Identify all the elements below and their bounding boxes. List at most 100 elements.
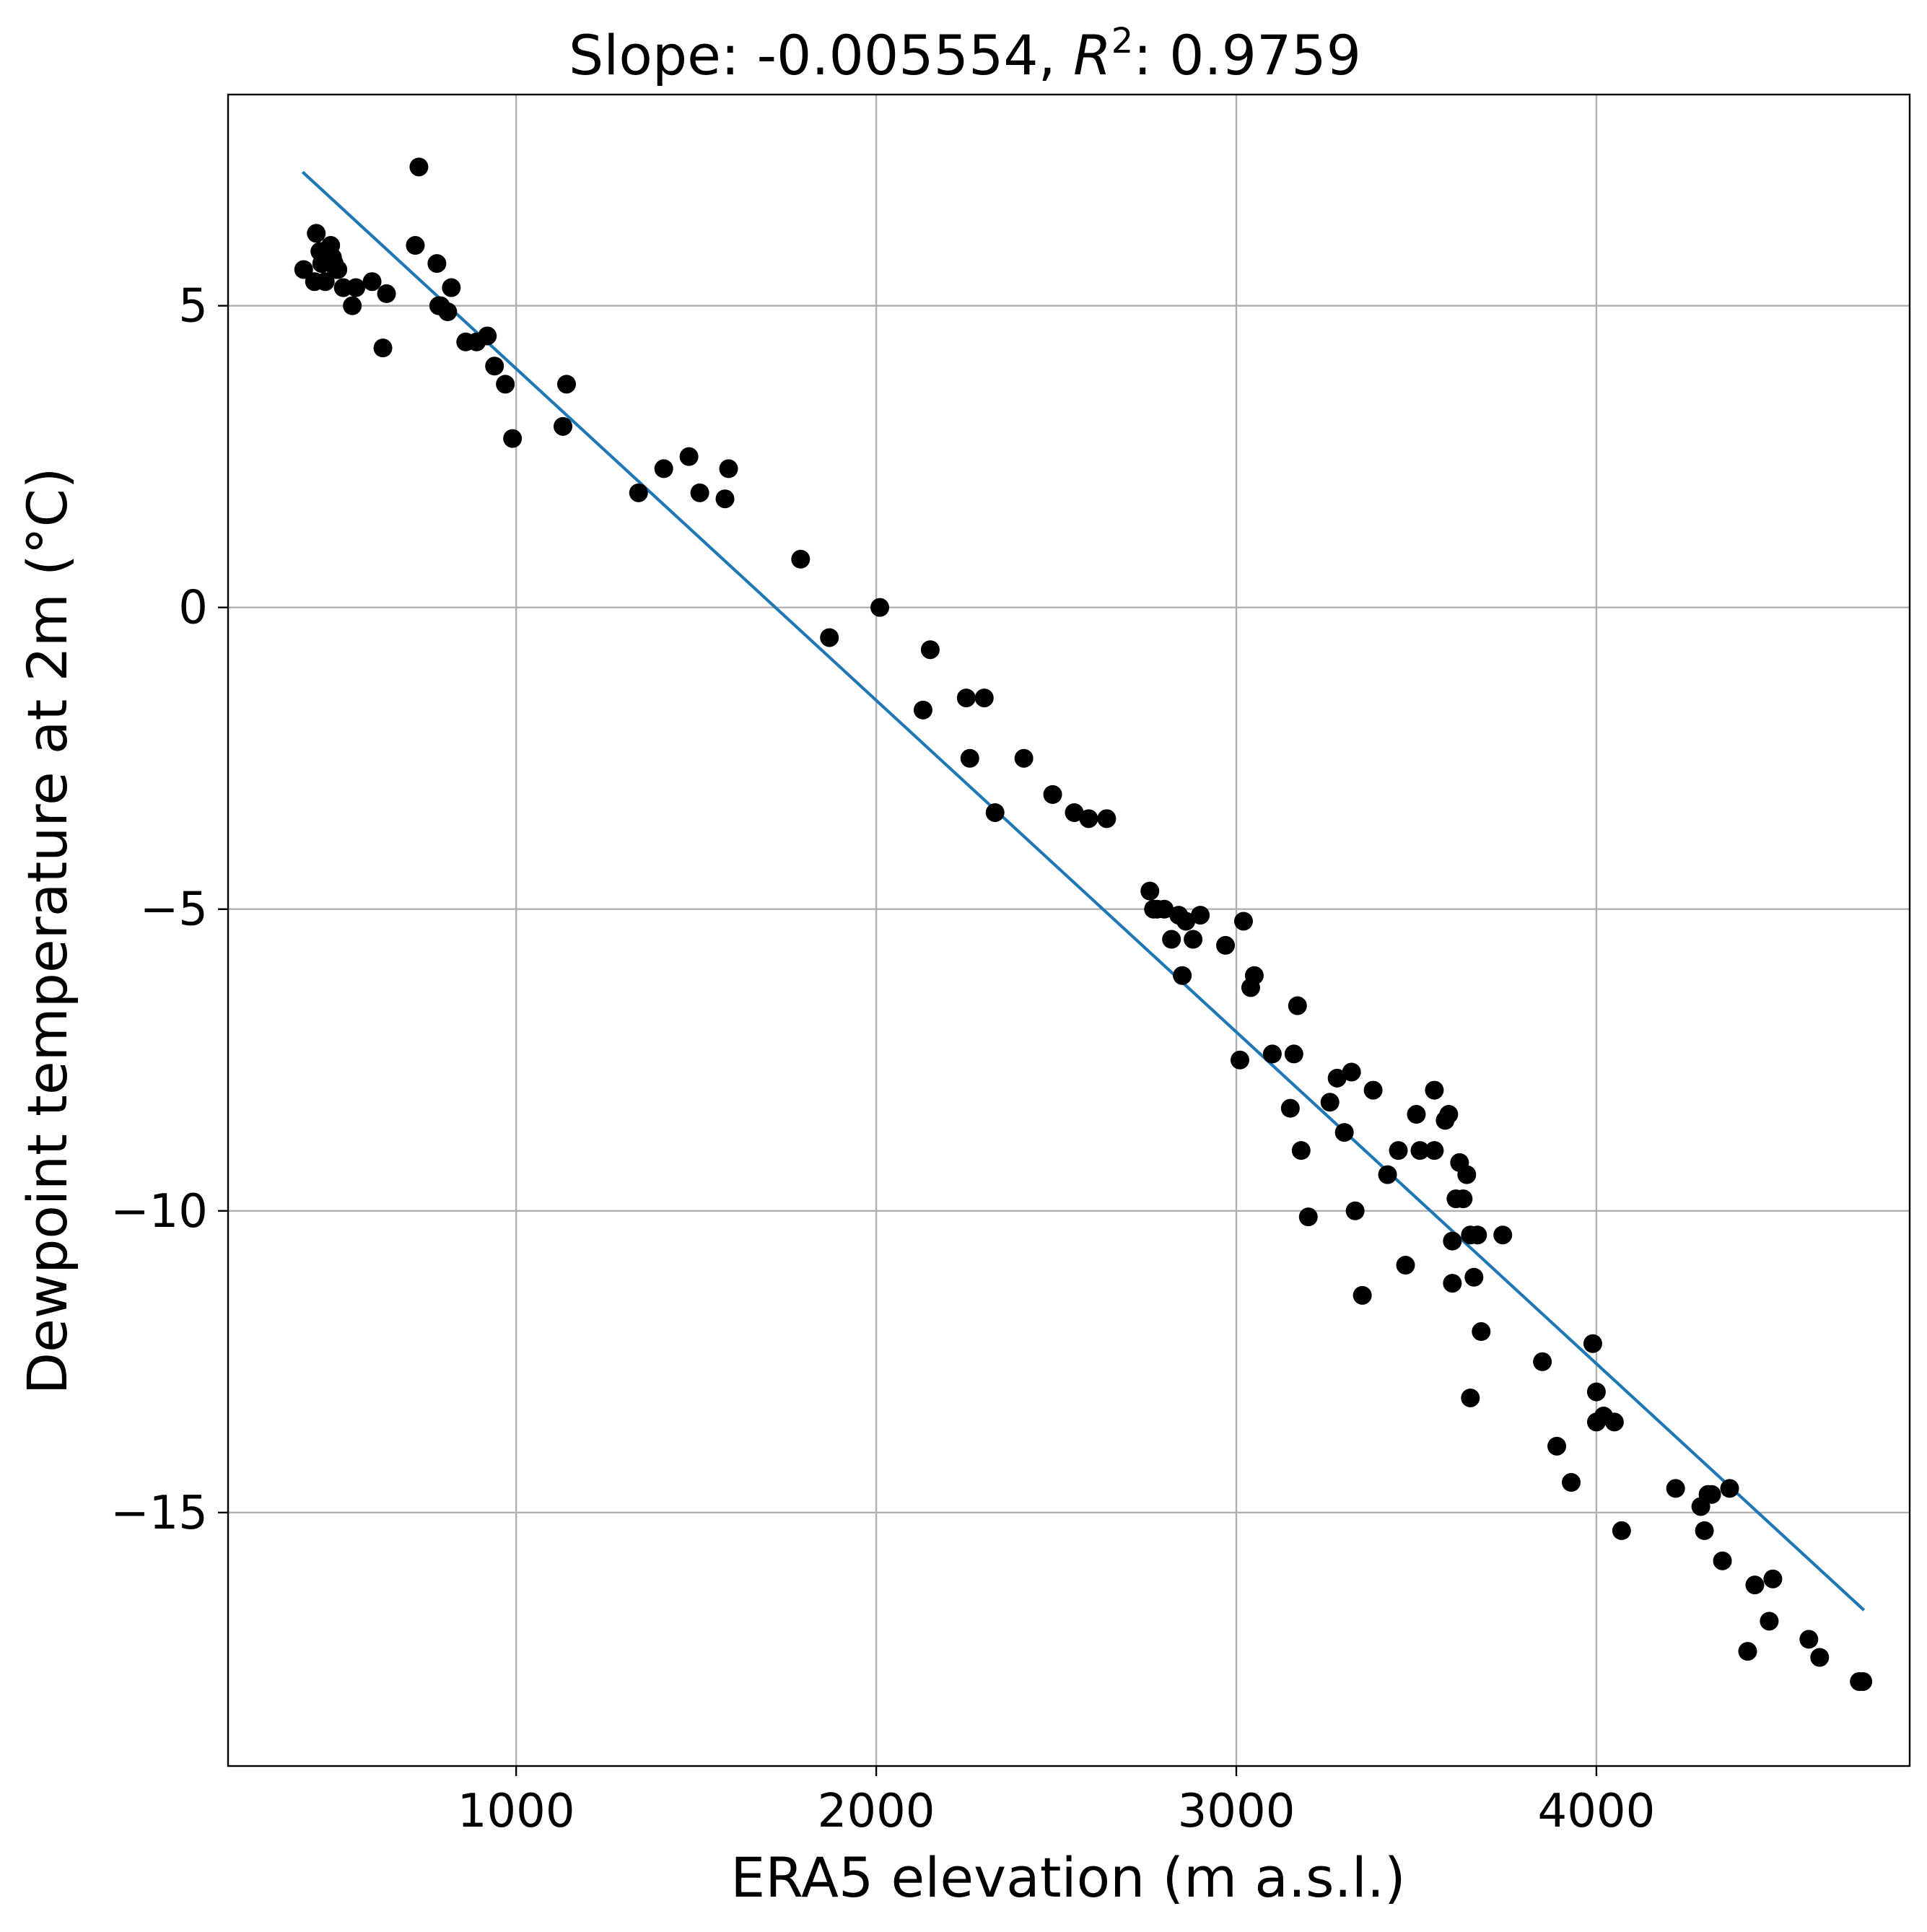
data-point [315, 272, 335, 292]
data-point [1280, 1098, 1300, 1118]
data-point [1763, 1569, 1783, 1588]
plot-area-frame [227, 93, 1911, 1767]
data-point [1389, 1141, 1408, 1160]
data-point [1853, 1671, 1873, 1691]
data-point [1425, 1080, 1444, 1100]
data-point [307, 224, 326, 243]
data-point [1457, 1165, 1477, 1184]
data-point [1472, 1322, 1491, 1342]
chart-title-superscript: 2 [1111, 21, 1134, 61]
data-point [377, 284, 396, 303]
y-tick-label: 0 [178, 582, 208, 635]
data-point [1216, 935, 1236, 955]
data-point [1191, 906, 1210, 925]
data-point [1720, 1479, 1739, 1498]
data-point [1363, 1080, 1383, 1100]
data-point [1327, 1068, 1347, 1088]
data-point [1291, 1141, 1311, 1160]
data-point [1230, 1050, 1249, 1070]
data-point [719, 459, 738, 478]
data-point [1533, 1352, 1552, 1371]
data-point [1345, 1201, 1365, 1220]
data-point [1079, 809, 1098, 829]
data-point [1493, 1225, 1513, 1245]
data-point [1043, 784, 1062, 804]
data-point [654, 459, 673, 478]
grid-lines [228, 95, 1910, 1766]
data-point [1666, 1479, 1685, 1498]
data-point [1262, 1044, 1282, 1064]
chart-title: Slope: -0.005554, R2: 0.9759 [569, 21, 1361, 87]
data-point [1288, 996, 1307, 1015]
data-point [1799, 1630, 1819, 1649]
data-point [974, 689, 994, 708]
data-point [679, 447, 699, 466]
data-point [294, 260, 313, 279]
x-tick-label: 3000 [1178, 1785, 1295, 1838]
data-point [478, 326, 497, 346]
data-point [1176, 912, 1196, 931]
data-point [1586, 1382, 1606, 1402]
data-point [1738, 1642, 1757, 1661]
y-tick-label: −5 [140, 883, 208, 937]
data-point [1713, 1551, 1732, 1570]
data-point [913, 700, 932, 720]
data-points [294, 157, 1873, 1691]
data-point [346, 278, 366, 297]
y-axis-label: Dewpoint temperature at 2m (°C) [15, 468, 79, 1395]
data-point [1284, 1044, 1303, 1064]
data-point [1334, 1123, 1354, 1142]
data-point [1695, 1521, 1714, 1540]
data-point [920, 640, 940, 660]
data-point [409, 157, 429, 177]
y-tick-label: 5 [178, 280, 208, 333]
data-point [1184, 930, 1203, 949]
data-point [1173, 966, 1192, 985]
data-point [715, 489, 735, 509]
chart-title-suffix: : 0.9759 [1133, 23, 1361, 87]
regression-line [301, 170, 1866, 1612]
data-point [373, 338, 393, 358]
data-point [1244, 966, 1264, 985]
chart-title-symbol: R [1073, 23, 1111, 87]
data-point [1810, 1648, 1830, 1667]
data-point [1745, 1575, 1765, 1595]
data-point [1097, 809, 1117, 829]
data-point [1547, 1436, 1567, 1456]
data-point [791, 549, 810, 569]
y-tick-label: −10 [110, 1185, 208, 1238]
data-point [1410, 1141, 1430, 1160]
data-point [1378, 1165, 1397, 1184]
data-point [1140, 881, 1160, 901]
data-point [1407, 1105, 1426, 1124]
x-tick-label: 2000 [818, 1785, 935, 1838]
data-point [1155, 899, 1174, 919]
data-point [427, 254, 447, 274]
data-point [362, 272, 382, 292]
data-point [985, 803, 1005, 822]
data-point [1468, 1225, 1487, 1245]
data-point [1454, 1189, 1473, 1209]
data-point [1612, 1521, 1631, 1540]
data-point [1320, 1093, 1340, 1112]
x-tick-label: 1000 [458, 1785, 575, 1838]
data-point [1233, 912, 1253, 931]
data-point [1443, 1274, 1462, 1293]
data-point [1760, 1612, 1779, 1631]
data-point [1014, 748, 1034, 768]
data-point [956, 689, 976, 708]
x-tick-label: 4000 [1537, 1785, 1655, 1838]
data-point [1298, 1207, 1318, 1227]
data-point [960, 748, 979, 768]
data-point [870, 598, 890, 617]
regression-line-group [301, 170, 1866, 1612]
axis-ticks: 1000 2000 3000 4000 5 0 −5 −10 −15 [110, 280, 1655, 1838]
data-point [1396, 1256, 1415, 1275]
data-point [496, 375, 515, 394]
data-point [1439, 1105, 1459, 1124]
data-point [1702, 1485, 1721, 1504]
x-axis-label: ERA5 elevation (m a.s.l.) [730, 1845, 1405, 1910]
data-point [1162, 930, 1181, 949]
